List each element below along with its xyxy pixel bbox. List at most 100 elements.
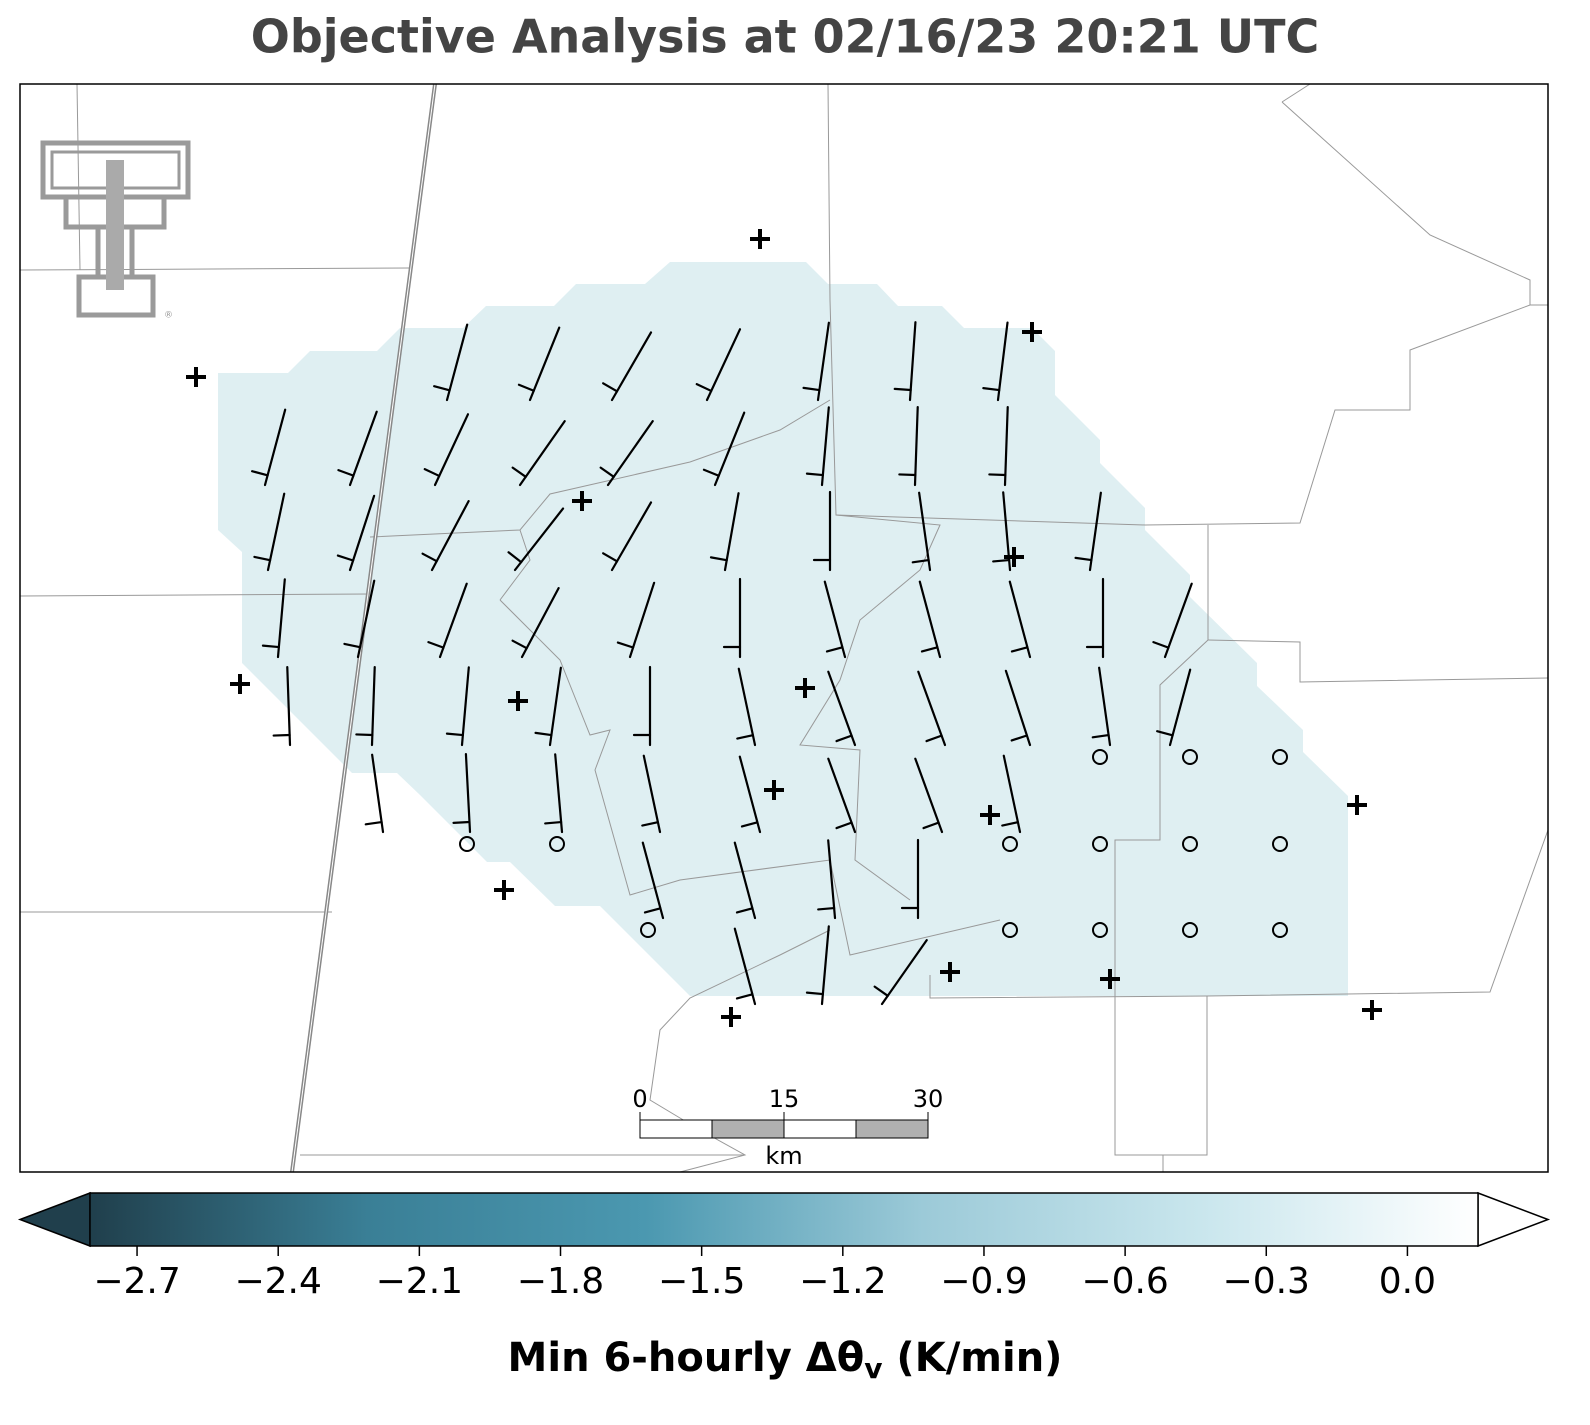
wind-barb-tick — [511, 466, 527, 478]
county-line — [19, 593, 371, 597]
wind-barb-tick — [920, 646, 939, 653]
wind-barb-tick — [805, 991, 824, 996]
wind-barb-staff — [827, 757, 857, 834]
wind-barb-staff — [827, 670, 857, 747]
map-frame — [19, 83, 1549, 1173]
colorbar: −2.7 −2.4 −2.1 −1.8 −1.5 −1.2 −0.9 −0.6 −0.3 0.0 — [17, 1191, 1551, 1302]
calm-marker — [640, 922, 656, 938]
county-line — [929, 975, 1208, 999]
wind-barb-staff — [438, 582, 468, 659]
wind-barb-staff — [520, 587, 560, 659]
station-marker — [572, 491, 592, 511]
wind-barb-staff — [554, 753, 564, 834]
colorbar-label: Min 6-hourly Δθv (K/min) — [508, 1335, 1063, 1385]
wind-barb-staff — [914, 757, 944, 834]
calm-marker — [1002, 836, 1018, 852]
scale-tick-label: 0 — [632, 1085, 647, 1113]
wind-barb-staff — [917, 670, 947, 747]
wind-barb-staff — [286, 665, 292, 747]
scale-tick-label: 30 — [913, 1085, 944, 1113]
colorbar-tick-label: −0.9 — [940, 1261, 1027, 1302]
wind-barb-staff — [433, 413, 470, 487]
wind-barb-staff — [266, 492, 286, 572]
wind-barb-staff — [913, 405, 919, 487]
colorbar-tick-label: −0.6 — [1081, 1261, 1168, 1302]
wind-barb-tick — [873, 985, 889, 997]
wind-barb-tick — [702, 468, 720, 477]
wind-barb-tick — [695, 383, 713, 393]
wind-barb-tick — [507, 551, 523, 564]
wind-barb-tick — [452, 820, 471, 824]
wind-barb-tick — [421, 552, 438, 563]
wind-barb-staff — [445, 323, 469, 402]
station-marker — [1362, 1000, 1382, 1020]
scale-segment — [639, 1119, 713, 1139]
wind-barb-tick — [641, 821, 660, 827]
analysis-shading — [218, 262, 1348, 996]
colorbar-tick-label: 0.0 — [1379, 1261, 1436, 1302]
wind-barb-staff — [816, 321, 830, 402]
station-marker — [186, 367, 206, 387]
wind-barb-tick — [253, 555, 272, 562]
calm-marker — [549, 836, 565, 852]
calm-marker — [1092, 836, 1108, 852]
wind-barb-tick — [336, 554, 355, 562]
wind-barb-tick — [709, 556, 728, 562]
wind-barb-staff — [713, 411, 746, 487]
wind-barb-staff — [513, 507, 565, 572]
colorbar-body — [89, 1192, 1479, 1247]
station-marker — [494, 880, 514, 900]
wind-barb-staff — [641, 841, 665, 920]
wind-barb-tick — [992, 558, 1011, 563]
wind-barb-staff — [723, 492, 740, 572]
calm-marker — [459, 836, 475, 852]
colorbar-extend-min — [17, 1191, 91, 1248]
wind-barb-staff — [918, 580, 942, 659]
calm-marker — [1272, 922, 1288, 938]
station-marker — [980, 805, 1000, 825]
calm-marker — [1002, 922, 1018, 938]
wind-barb-tick — [805, 472, 824, 477]
county-line — [76, 83, 81, 271]
county-line — [19, 267, 411, 271]
calm-marker — [1272, 749, 1288, 765]
wind-barb-staff — [276, 578, 286, 659]
wind-barb-tick — [602, 382, 619, 393]
wind-barb-tick — [735, 993, 754, 1000]
wind-barb-staff — [1003, 405, 1009, 487]
county-line — [1207, 639, 1549, 683]
wind-barb-staff — [1002, 754, 1022, 834]
colorbar-tick-label: −2.7 — [93, 1261, 180, 1302]
county-line — [649, 929, 831, 1173]
scale-bar: 0 15 30 km — [632, 1085, 943, 1170]
wind-barb-staff — [996, 321, 1009, 402]
wind-barb-tick — [911, 558, 930, 564]
wind-barb-staff — [370, 665, 376, 747]
wind-barb-staff — [460, 666, 470, 747]
colorbar-extend-max — [1477, 1191, 1551, 1248]
wind-barb-tick — [643, 907, 662, 914]
county-line — [827, 83, 1548, 526]
wind-barb-tick — [922, 821, 940, 830]
wind-barb-tick — [825, 646, 844, 653]
scale-segment — [855, 1119, 929, 1139]
wind-barb-staff — [733, 841, 757, 920]
wind-barb-staff — [606, 420, 654, 487]
station-marker — [940, 962, 960, 982]
wind-barb-staff — [1088, 491, 1102, 572]
wind-barb-staff — [610, 331, 653, 402]
wind-barb-tick — [261, 644, 280, 649]
calm-marker — [1182, 749, 1198, 765]
county-line — [799, 514, 941, 901]
wind-barb-tick — [427, 641, 445, 649]
station-marker — [1004, 547, 1024, 567]
wind-barb-staff — [642, 754, 662, 834]
wind-barb-tick — [272, 733, 291, 737]
wind-barb-tick — [364, 820, 383, 826]
wind-barb-staff — [548, 666, 562, 747]
calm-marker — [1272, 836, 1288, 852]
colorbar-tick-label: −1.5 — [658, 1261, 745, 1302]
station-marker — [230, 674, 250, 694]
station-marker — [750, 229, 770, 249]
